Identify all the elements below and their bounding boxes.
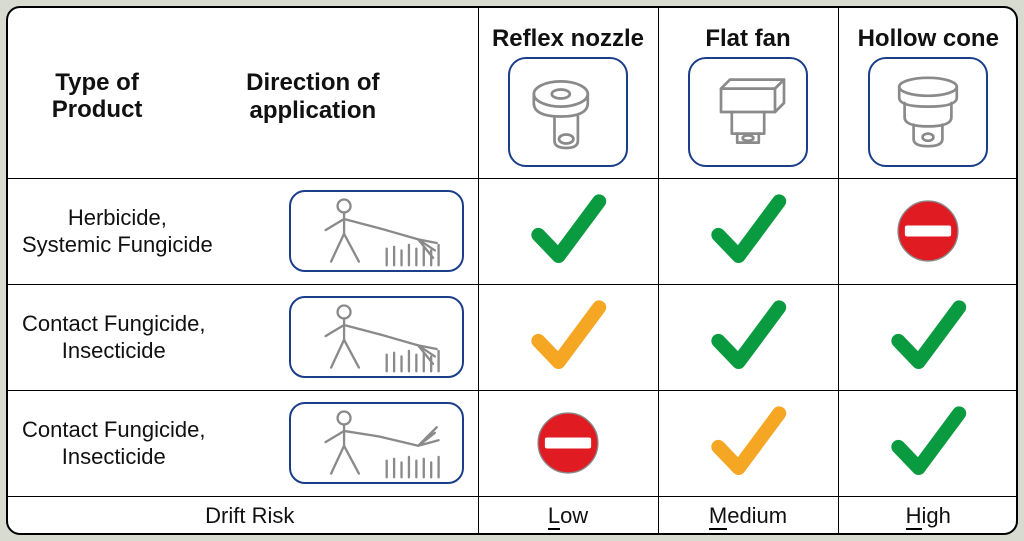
product-label: Contact Fungicide, Insecticide [22, 310, 205, 365]
header-col-flatfan: Flat fan [658, 8, 838, 178]
header-col-reflex: Reflex nozzle [478, 8, 658, 178]
header-col-label: Hollow cone [858, 25, 999, 53]
table-row: Contact Fungicide, Insecticide [8, 390, 1018, 496]
mark-cell [838, 284, 1018, 390]
mark-cell [658, 390, 838, 496]
drift-risk-value: Medium [658, 496, 838, 535]
mark-cell [658, 284, 838, 390]
flat-fan-nozzle-icon [688, 57, 808, 167]
header-product: Type of Product Direction of application [8, 8, 478, 178]
mark-cell [838, 390, 1018, 496]
header-col-hollowcone: Hollow cone [838, 8, 1018, 178]
product-cell: Herbicide, Systemic Fungicide [8, 178, 478, 284]
product-label: Contact Fungicide, Insecticide [22, 416, 205, 471]
mark-cell [478, 390, 658, 496]
nozzle-table: Type of Product Direction of application… [8, 8, 1018, 535]
drift-risk-label: Drift Risk [8, 496, 478, 535]
header-col-label: Flat fan [705, 25, 790, 53]
nozzle-selection-chart: Type of Product Direction of application… [6, 6, 1018, 535]
drift-risk-value: Low [478, 496, 658, 535]
mark-cell [658, 178, 838, 284]
product-cell: Contact Fungicide, Insecticide [8, 390, 478, 496]
header-direction-label: Direction of application [202, 69, 423, 125]
header-row: Type of Product Direction of application… [8, 8, 1018, 178]
direction-icon [289, 296, 464, 378]
reflex-nozzle-icon [508, 57, 628, 167]
table-row: Contact Fungicide, Insecticide [8, 284, 1018, 390]
product-label: Herbicide, Systemic Fungicide [22, 204, 213, 259]
direction-icon [289, 402, 464, 484]
hollow-cone-nozzle-icon [868, 57, 988, 167]
table-row: Herbicide, Systemic Fungicide [8, 178, 1018, 284]
drift-risk-value: High [838, 496, 1018, 535]
product-cell: Contact Fungicide, Insecticide [8, 284, 478, 390]
header-product-type-label: Type of Product [22, 69, 172, 124]
mark-cell [838, 178, 1018, 284]
footer-row: Drift Risk Low Medium High [8, 496, 1018, 535]
direction-icon [289, 190, 464, 272]
mark-cell [478, 284, 658, 390]
mark-cell [478, 178, 658, 284]
header-col-label: Reflex nozzle [492, 25, 644, 53]
